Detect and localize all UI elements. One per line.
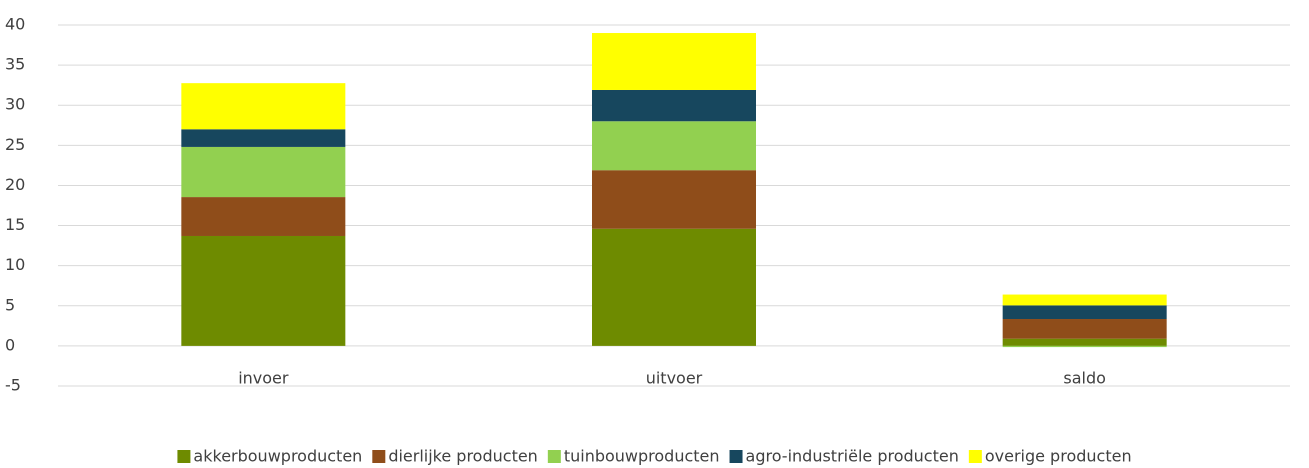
y-tick-label: 15 (5, 215, 25, 234)
y-tick-label: 0 (5, 335, 15, 354)
legend-swatch (547, 450, 561, 463)
legend-label: overige producten (985, 447, 1132, 466)
x-tick-label: uitvoer (646, 369, 703, 388)
bar-segment (592, 228, 756, 346)
y-tick-label: 35 (5, 55, 25, 74)
bar-segment (1002, 345, 1167, 348)
bar-segment (181, 146, 346, 198)
y-tick-label: 20 (5, 175, 25, 194)
bar-segment (181, 83, 346, 130)
legend-swatch (729, 450, 743, 463)
x-tick-label: invoer (238, 369, 289, 388)
bar-segment (592, 89, 756, 122)
bar-segment (592, 33, 756, 90)
x-tick-label: saldo (1063, 369, 1106, 388)
bar-segment (592, 121, 756, 171)
legend-swatch (968, 450, 982, 463)
y-tick-label: -5 (5, 376, 21, 395)
bar-segment (181, 197, 346, 236)
bar-segment (181, 129, 346, 147)
y-tick-label: 40 (5, 15, 25, 34)
legend-label: agro-industriële producten (746, 447, 959, 466)
y-tick-label: 25 (5, 135, 25, 154)
bar-segment (181, 235, 346, 346)
bar-segment (1002, 319, 1167, 339)
bar-segment (592, 170, 756, 229)
y-tick-label: 5 (5, 295, 15, 314)
legend-label: akkerbouwproducten (193, 447, 362, 466)
legend-label: dierlijke producten (388, 447, 538, 466)
legend-swatch (177, 450, 191, 463)
legend-swatch (372, 450, 386, 463)
bar-segment (1002, 294, 1167, 306)
bar-segment (1002, 305, 1167, 320)
bar-segment (1002, 338, 1167, 346)
y-tick-label: 10 (5, 255, 25, 274)
y-tick-label: 30 (5, 95, 25, 114)
legend-label: tuinbouwproducten (564, 447, 720, 466)
